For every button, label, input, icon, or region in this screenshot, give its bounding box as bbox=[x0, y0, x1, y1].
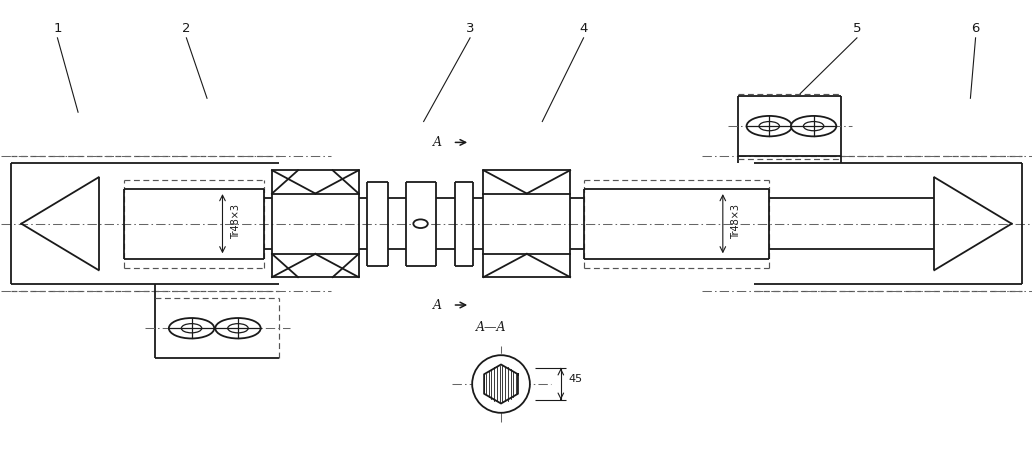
Text: A—A: A—A bbox=[475, 321, 506, 334]
Text: Tr48×3: Tr48×3 bbox=[230, 204, 241, 239]
Circle shape bbox=[759, 122, 780, 131]
Text: 1: 1 bbox=[53, 22, 62, 35]
Circle shape bbox=[791, 116, 837, 137]
Text: Tr48×3: Tr48×3 bbox=[731, 204, 741, 239]
Text: 2: 2 bbox=[182, 22, 191, 35]
Circle shape bbox=[168, 318, 214, 338]
Text: 4: 4 bbox=[580, 22, 588, 35]
Circle shape bbox=[182, 324, 201, 333]
Text: 6: 6 bbox=[971, 22, 979, 35]
Ellipse shape bbox=[413, 219, 428, 228]
Circle shape bbox=[747, 116, 792, 137]
Circle shape bbox=[215, 318, 260, 338]
Text: 3: 3 bbox=[466, 22, 474, 35]
Circle shape bbox=[227, 324, 248, 333]
Text: 45: 45 bbox=[568, 374, 583, 384]
Text: 5: 5 bbox=[852, 22, 862, 35]
Text: A: A bbox=[433, 136, 441, 149]
Circle shape bbox=[804, 122, 823, 131]
Text: A: A bbox=[433, 299, 441, 311]
Ellipse shape bbox=[472, 355, 530, 413]
